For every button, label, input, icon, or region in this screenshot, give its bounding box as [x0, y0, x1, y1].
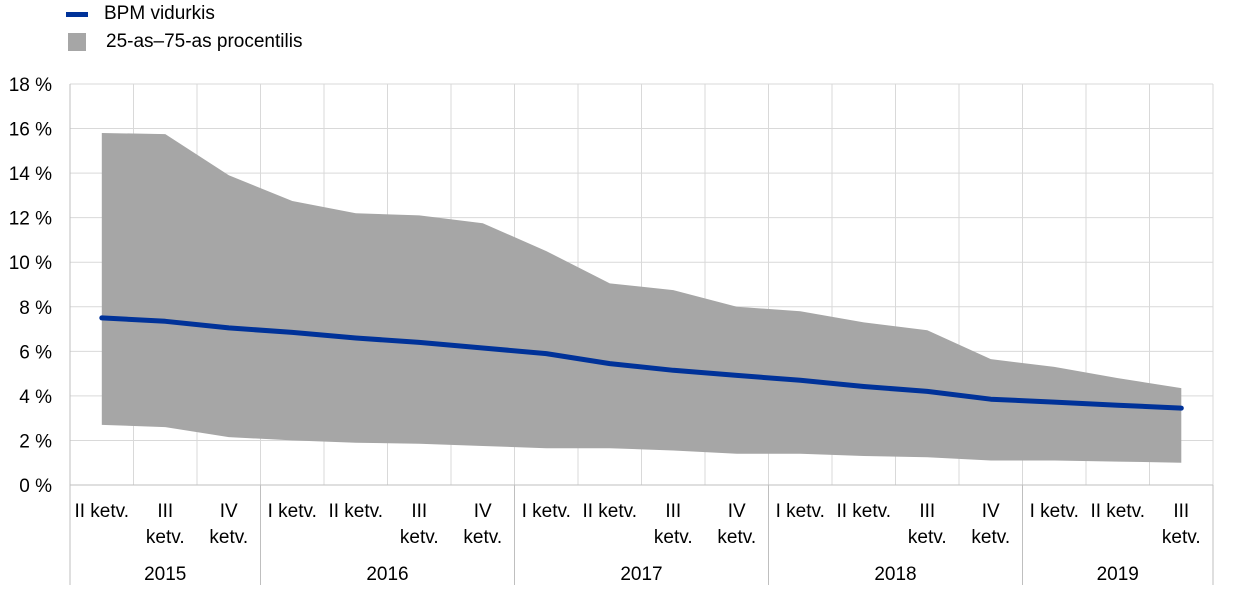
- x-tick-label: II ketv.: [328, 501, 383, 522]
- year-label: 2018: [874, 564, 916, 585]
- x-tick-label: II ketv.: [836, 501, 891, 522]
- legend-item-percentile: 25-as–75-as procentilis: [66, 28, 302, 56]
- y-tick-label: 0 %: [19, 476, 52, 497]
- x-tick-label: ketv.: [971, 527, 1010, 548]
- x-tick-label: I ketv.: [1030, 501, 1079, 522]
- mean-point: [417, 340, 421, 344]
- mean-point: [925, 389, 929, 393]
- y-tick-label: 16 %: [9, 120, 52, 141]
- x-tick-label: IV: [728, 501, 746, 522]
- mean-point: [227, 326, 231, 330]
- mean-point: [989, 397, 993, 401]
- x-tick-label: IV: [220, 501, 238, 522]
- mean-point: [735, 373, 739, 377]
- x-tick-label: I ketv.: [776, 501, 825, 522]
- year-label: 2015: [144, 564, 186, 585]
- percentile-band: [101, 133, 1182, 463]
- legend-swatch-line: [66, 11, 88, 17]
- y-tick-label: 12 %: [9, 209, 52, 230]
- mean-point: [163, 319, 167, 323]
- y-tick-label: 14 %: [9, 164, 52, 185]
- y-tick-label: 2 %: [19, 431, 52, 452]
- x-tick-label: III: [1173, 501, 1189, 522]
- x-tick-label: II ketv.: [74, 501, 129, 522]
- y-tick-label: 18 %: [9, 75, 52, 96]
- legend-label-mean: BPM vidurkis: [104, 3, 215, 24]
- y-tick-label: 8 %: [19, 298, 52, 319]
- year-label: 2016: [366, 564, 408, 585]
- x-tick-label: ketv.: [717, 527, 756, 548]
- legend-item-mean: BPM vidurkis: [66, 0, 302, 28]
- x-tick-label: III: [665, 501, 681, 522]
- x-tick-label: ketv.: [146, 527, 185, 548]
- mean-point: [608, 362, 612, 366]
- x-tick-label: II ketv.: [582, 501, 637, 522]
- y-tick-label: 10 %: [9, 253, 52, 274]
- x-tick-label: III: [919, 501, 935, 522]
- mean-point: [354, 336, 358, 340]
- mean-point: [1179, 406, 1183, 410]
- x-tick-label: III: [411, 501, 427, 522]
- mean-point: [290, 330, 294, 334]
- year-label: 2019: [1097, 564, 1139, 585]
- mean-point: [481, 346, 485, 350]
- x-tick-label: ketv.: [400, 527, 439, 548]
- x-tick-label: ketv.: [654, 527, 693, 548]
- mean-point: [100, 316, 104, 320]
- x-tick-label: I ketv.: [522, 501, 571, 522]
- x-tick-label: IV: [982, 501, 1000, 522]
- x-tick-label: ketv.: [908, 527, 947, 548]
- mean-point: [671, 368, 675, 372]
- x-tick-label: II ketv.: [1090, 501, 1145, 522]
- x-tick-label: ketv.: [463, 527, 502, 548]
- mean-line: [99, 315, 1184, 411]
- y-tick-label: 4 %: [19, 387, 52, 408]
- legend-swatch-band: [68, 33, 86, 51]
- x-tick-label: III: [157, 501, 173, 522]
- mean-point: [862, 385, 866, 389]
- mean-point: [1116, 403, 1120, 407]
- x-tick-label: ketv.: [1162, 527, 1201, 548]
- mean-point: [544, 352, 548, 356]
- mean-point: [1052, 400, 1056, 404]
- legend-label-percentile: 25-as–75-as procentilis: [106, 31, 303, 52]
- x-tick-label: ketv.: [209, 527, 248, 548]
- legend: BPM vidurkis 25-as–75-as procentilis: [66, 0, 302, 56]
- x-tick-label: IV: [474, 501, 492, 522]
- mean-point: [798, 378, 802, 382]
- x-tick-label: I ketv.: [268, 501, 317, 522]
- y-tick-label: 6 %: [19, 342, 52, 363]
- year-label: 2017: [620, 564, 662, 585]
